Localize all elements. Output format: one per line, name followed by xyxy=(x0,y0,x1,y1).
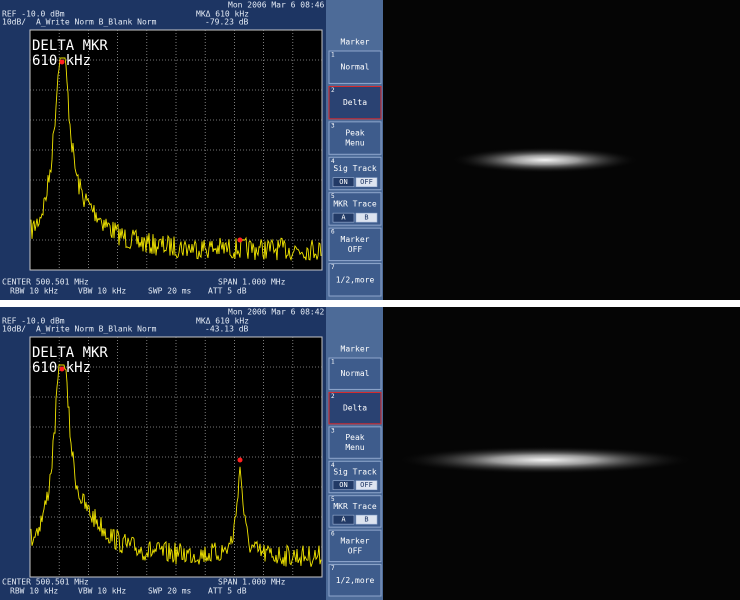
softkey-number: 6 xyxy=(331,531,335,538)
option-label: ON xyxy=(339,481,347,489)
softkey-number: 3 xyxy=(331,427,335,434)
softkey-label: Delta xyxy=(343,98,367,107)
center-freq: CENTER 500.501 MHz xyxy=(2,578,89,587)
softkey-label: 1/2,more xyxy=(336,576,375,585)
softkey-label: OFF xyxy=(348,546,363,555)
option-label: B xyxy=(364,516,368,524)
scale: 10dB/ xyxy=(2,18,26,27)
option-label: B xyxy=(364,214,368,222)
span: SPAN 1.000 MHz xyxy=(218,578,286,587)
softkey-label: Marker xyxy=(341,536,370,545)
scale: 10dB/ xyxy=(2,325,26,334)
softkey-label: OFF xyxy=(348,245,363,254)
softkey-number: 7 xyxy=(331,264,335,271)
sweep: SWP 20 ms xyxy=(148,587,192,596)
softkey-label: Delta xyxy=(343,404,367,413)
softkey-label: MKR Trace xyxy=(333,502,377,511)
softkey-label: Sig Track xyxy=(333,468,377,477)
rbw: RBW 10 kHz xyxy=(10,287,58,296)
overlay-text: 610 kHz xyxy=(32,360,91,376)
softkey-label: Menu xyxy=(345,443,364,452)
datetime: Mon 2006 Mar 6 08:46 xyxy=(228,1,325,10)
datetime: Mon 2006 Mar 6 08:42 xyxy=(228,308,325,317)
overlay-text: DELTA MKR xyxy=(32,38,108,54)
marker-delta xyxy=(238,238,243,243)
softkey-number: 7 xyxy=(331,565,335,572)
marker-level: -79.23 dB xyxy=(205,18,249,27)
softkey-number: 3 xyxy=(331,122,335,129)
option-label: OFF xyxy=(360,481,373,489)
vbw: VBW 10 kHz xyxy=(78,587,126,596)
softkey-label: MKR Trace xyxy=(333,199,377,208)
softkey-label: Normal xyxy=(341,369,370,378)
overlay-text: DELTA MKR xyxy=(32,345,108,361)
light-spot xyxy=(450,147,640,173)
option-label: ON xyxy=(339,178,347,186)
sweep: SWP 20 ms xyxy=(148,287,192,296)
softkey-number: 1 xyxy=(331,52,335,59)
overlay-text: 610 kHz xyxy=(32,53,91,69)
attenuation: ATT 5 dB xyxy=(208,287,247,296)
softkey-label: Menu xyxy=(345,139,364,148)
menu-title: Marker xyxy=(341,38,370,47)
softkey-label: Marker xyxy=(341,235,370,244)
softkey-label: Peak xyxy=(345,129,364,138)
option-label: OFF xyxy=(360,178,373,186)
attenuation: ATT 5 dB xyxy=(208,587,247,596)
vbw: VBW 10 kHz xyxy=(78,287,126,296)
softkey-label: Sig Track xyxy=(333,164,377,173)
light-spot xyxy=(395,446,695,474)
span: SPAN 1.000 MHz xyxy=(218,278,286,287)
marker-level: -43.13 dB xyxy=(205,325,249,334)
softkey-number: 6 xyxy=(331,229,335,236)
softkey-number: 2 xyxy=(331,393,335,400)
figure: Mon 2006 Mar 6 08:46REF -10.0 dBmMKΔ 610… xyxy=(0,0,740,600)
rbw: RBW 10 kHz xyxy=(10,587,58,596)
softkey-label: Normal xyxy=(341,63,370,72)
softkey-number: 1 xyxy=(331,359,335,366)
marker-delta xyxy=(238,458,243,463)
menu-title: Marker xyxy=(341,345,370,354)
trace-mode: A_Write Norm B_Blank Norm xyxy=(36,325,157,334)
softkey-label: Peak xyxy=(345,433,364,442)
center-freq: CENTER 500.501 MHz xyxy=(2,278,89,287)
trace-mode: A_Write Norm B_Blank Norm xyxy=(36,18,157,27)
softkey-number: 2 xyxy=(331,87,335,94)
softkey-label: 1/2,more xyxy=(336,275,375,284)
